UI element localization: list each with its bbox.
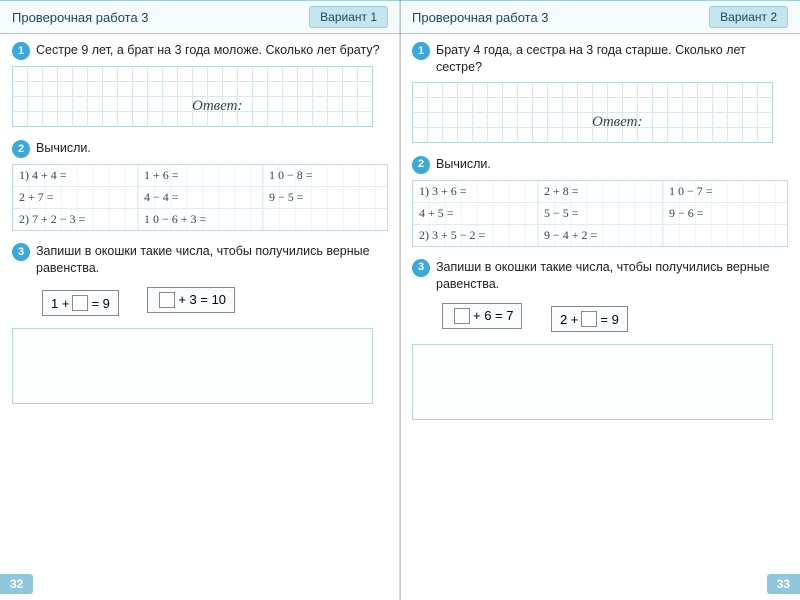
blank-box bbox=[581, 311, 597, 327]
table-cell: 4 + 5 = bbox=[413, 203, 538, 224]
task-number-icon: 1 bbox=[412, 42, 430, 60]
table-cell bbox=[263, 209, 387, 230]
table-cell bbox=[663, 225, 787, 246]
header-title: Проверочная работа 3 bbox=[12, 10, 309, 25]
table-cell: 9 − 6 = bbox=[663, 203, 787, 224]
grid-svg bbox=[12, 328, 374, 405]
table-row: 2 + 7 =4 − 4 =9 − 5 = bbox=[13, 187, 387, 209]
book-spine bbox=[399, 0, 401, 600]
equation-box: 1 + = 9 bbox=[42, 290, 119, 316]
page-number: 33 bbox=[767, 574, 800, 594]
blank-box bbox=[454, 308, 470, 324]
task3-equations: 1 + = 9 + 3 = 10 bbox=[0, 281, 400, 327]
task2-table: 1) 4 + 4 =1 + 6 =1 0 − 8 = 2 + 7 =4 − 4 … bbox=[12, 164, 388, 231]
table-row: 2) 3 + 5 − 2 =9 − 4 + 2 = bbox=[413, 225, 787, 246]
table-cell: 2) 3 + 5 − 2 = bbox=[413, 225, 538, 246]
header-left: Проверочная работа 3 Вариант 1 bbox=[0, 0, 400, 34]
task-number-icon: 3 bbox=[412, 259, 430, 277]
page-right: Проверочная работа 3 Вариант 2 1 Брату 4… bbox=[400, 0, 800, 600]
blank-box bbox=[159, 292, 175, 308]
table-row: 1) 4 + 4 =1 + 6 =1 0 − 8 = bbox=[13, 165, 387, 187]
task2-label: Вычисли. bbox=[36, 140, 91, 157]
task-number-icon: 2 bbox=[12, 140, 30, 158]
page-number: 32 bbox=[0, 574, 33, 594]
task3-head: 3 Запиши в окошки такие числа, чтобы пол… bbox=[0, 235, 400, 281]
grid-svg bbox=[412, 344, 774, 421]
task2-head: 2 Вычисли. bbox=[400, 148, 800, 178]
table-cell: 4 − 4 = bbox=[138, 187, 263, 208]
table-cell: 9 − 5 = bbox=[263, 187, 387, 208]
task3-grid bbox=[412, 344, 788, 421]
task3-text: Запиши в окошки такие числа, чтобы получ… bbox=[436, 259, 788, 293]
table-cell: 9 − 4 + 2 = bbox=[538, 225, 663, 246]
task3-text: Запиши в окошки такие числа, чтобы получ… bbox=[36, 243, 388, 277]
task2-head: 2 Вычисли. bbox=[0, 132, 400, 162]
task3-head: 3 Запиши в окошки такие числа, чтобы пол… bbox=[400, 251, 800, 297]
task1-grid: Ответ: bbox=[412, 82, 788, 144]
task-number-icon: 1 bbox=[12, 42, 30, 60]
table-cell: 1) 3 + 6 = bbox=[413, 181, 538, 202]
task1-text: Сестре 9 лет, а брат на 3 года моложе. С… bbox=[36, 42, 380, 59]
table-cell: 1 + 6 = bbox=[138, 165, 263, 186]
table-cell: 2) 7 + 2 − 3 = bbox=[13, 209, 138, 230]
task2-table: 1) 3 + 6 =2 + 8 =1 0 − 7 = 4 + 5 =5 − 5 … bbox=[412, 180, 788, 247]
table-cell: 1 0 − 8 = bbox=[263, 165, 387, 186]
grid-svg: Ответ: bbox=[412, 82, 774, 144]
table-cell: 5 − 5 = bbox=[538, 203, 663, 224]
page-left: Проверочная работа 3 Вариант 1 1 Сестре … bbox=[0, 0, 400, 600]
answer-label: Ответ: bbox=[192, 98, 242, 114]
answer-label: Ответ: bbox=[592, 114, 642, 130]
table-cell: 2 + 8 = bbox=[538, 181, 663, 202]
task1-grid: Ответ: bbox=[12, 66, 388, 128]
task-number-icon: 3 bbox=[12, 243, 30, 261]
blank-box bbox=[72, 295, 88, 311]
table-row: 4 + 5 =5 − 5 =9 − 6 = bbox=[413, 203, 787, 225]
variant-badge: Вариант 1 bbox=[309, 6, 388, 28]
header-title: Проверочная работа 3 bbox=[412, 10, 709, 25]
header-right: Проверочная работа 3 Вариант 2 bbox=[400, 0, 800, 34]
table-cell: 2 + 7 = bbox=[13, 187, 138, 208]
task-number-icon: 2 bbox=[412, 156, 430, 174]
task1-head: 1 Сестре 9 лет, а брат на 3 года моложе.… bbox=[0, 34, 400, 64]
table-cell: 1 0 − 7 = bbox=[663, 181, 787, 202]
table-cell: 1) 4 + 4 = bbox=[13, 165, 138, 186]
task3-grid bbox=[12, 328, 388, 405]
grid-svg: Ответ: bbox=[12, 66, 374, 128]
task3-equations: + 6 = 7 2 + = 9 bbox=[400, 297, 800, 343]
equation-box: 2 + = 9 bbox=[551, 306, 628, 332]
equation-box: + 3 = 10 bbox=[147, 287, 235, 313]
task2-label: Вычисли. bbox=[436, 156, 491, 173]
table-row: 1) 3 + 6 =2 + 8 =1 0 − 7 = bbox=[413, 181, 787, 203]
task1-text: Брату 4 года, а сестра на 3 года старше.… bbox=[436, 42, 788, 76]
variant-badge: Вариант 2 bbox=[709, 6, 788, 28]
task1-head: 1 Брату 4 года, а сестра на 3 года старш… bbox=[400, 34, 800, 80]
table-cell: 1 0 − 6 + 3 = bbox=[138, 209, 263, 230]
equation-box: + 6 = 7 bbox=[442, 303, 522, 329]
table-row: 2) 7 + 2 − 3 =1 0 − 6 + 3 = bbox=[13, 209, 387, 230]
